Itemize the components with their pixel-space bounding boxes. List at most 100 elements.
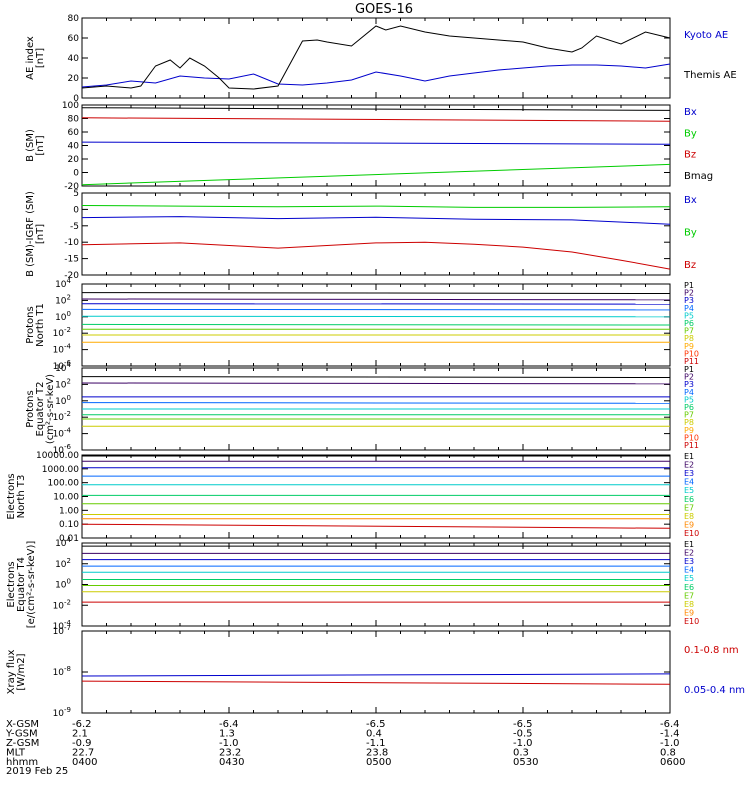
legend-label: E1 xyxy=(684,452,694,461)
legend-label: By xyxy=(684,227,697,238)
y-tick-label: 102 xyxy=(55,557,71,570)
legend-label: P8 xyxy=(684,418,694,427)
y-axis-label: [nT] xyxy=(35,135,46,155)
legend-label: Bz xyxy=(684,150,696,161)
legend-label: Bmag xyxy=(684,171,713,182)
axis-row-value: 23.8 xyxy=(366,748,388,759)
panel-electrons_t3: 0.01 0.10 1.00 10.00 100.00 1000.00 10000.00 El… xyxy=(6,451,699,544)
legend-label: E5 xyxy=(684,574,694,583)
y-tick-label: 0 xyxy=(73,205,79,215)
axis-row-value: 2.1 xyxy=(72,729,88,740)
legend-label: P4 xyxy=(684,388,694,397)
legend-label: P6 xyxy=(684,319,694,328)
y-tick-label: 102 xyxy=(55,293,71,306)
date-label: 2019 Feb 25 xyxy=(6,766,68,777)
axis-row-value: -6.5 xyxy=(513,719,533,730)
panel-b_igrf: -20 -15 -10 -5 0 5 B (SM)-IGRF (SM) [nT] Bx By Bz xyxy=(25,189,697,281)
legend-label: P5 xyxy=(684,395,694,404)
legend-label: E2 xyxy=(684,549,694,558)
series-line-bx xyxy=(81,141,671,145)
legend-label: By xyxy=(684,128,697,139)
legend-label: P11 xyxy=(684,357,699,366)
series-line-bx xyxy=(81,216,671,225)
axis-row-label: MLT xyxy=(6,748,26,759)
axis-row-value: 1.3 xyxy=(219,729,235,740)
y-tick-label: 80 xyxy=(68,115,80,125)
legend-label: P6 xyxy=(684,403,694,412)
y-tick-label: 0.10 xyxy=(59,520,79,530)
panel-frame xyxy=(81,17,671,99)
panel-frame xyxy=(81,542,671,627)
y-tick-label: 10-2 xyxy=(53,326,71,339)
series-line-by xyxy=(81,163,671,186)
legend-label: E4 xyxy=(684,566,694,575)
axis-row-value: -6.2 xyxy=(72,719,92,730)
legend-label: E9 xyxy=(684,608,694,617)
legend-label: P9 xyxy=(684,342,694,351)
panel-electrons_t4: 10-4 10-2 100 102 104 Electrons Equator T4 [e/(… xyxy=(6,536,699,632)
y-tick-label: 10-2 xyxy=(53,410,71,423)
series-line-p4 xyxy=(81,402,671,404)
axis-row-label: Z-GSM xyxy=(6,738,39,749)
panel-b_sm: -20 0 20 40 60 80 100 B (SM) [nT] Bx By Bz Bmag xyxy=(25,101,713,192)
legend-label: Bz xyxy=(684,260,696,271)
y-axis-label: [nT] xyxy=(35,224,46,244)
axis-row-value: 0430 xyxy=(219,757,244,768)
legend-label: E2 xyxy=(684,461,694,470)
series-line-by xyxy=(81,205,671,208)
series-line-p2 xyxy=(81,382,671,385)
series-line-kyoto-ae xyxy=(81,63,671,88)
legend-label: E5 xyxy=(684,486,694,495)
y-tick-label: 10-8 xyxy=(53,665,71,678)
panel-xray: 10-9 10-8 10-7 Xray flux [W/m2] 0.1-0.8 nm 0.0… xyxy=(6,624,745,719)
y-tick-label: -10 xyxy=(64,238,79,248)
legend-label: P2 xyxy=(684,289,694,298)
y-axis-label: Protons xyxy=(25,306,36,343)
series-line-bz xyxy=(81,241,671,270)
y-tick-label: 60 xyxy=(68,34,80,44)
legend-label: P3 xyxy=(684,380,694,389)
legend-label: P9 xyxy=(684,426,694,435)
legend-label: P10 xyxy=(684,433,699,442)
axis-row-value: 23.2 xyxy=(219,748,241,759)
series-line-p1 xyxy=(81,292,671,294)
axis-row-value: -6.4 xyxy=(660,719,680,730)
legend-label: P1 xyxy=(684,365,694,374)
y-tick-label: 104 xyxy=(55,361,71,374)
y-tick-label: 100 xyxy=(62,101,79,111)
axis-row-value: 0.4 xyxy=(366,729,382,740)
legend-label: E8 xyxy=(684,600,694,609)
y-tick-label: 102 xyxy=(55,377,71,390)
y-tick-label: 10.00 xyxy=(53,493,79,503)
series-line-e10 xyxy=(81,523,671,529)
legend-label: 0.1-0.8 nm xyxy=(684,645,739,656)
y-tick-label: 80 xyxy=(68,14,80,24)
y-tick-label: 10-4 xyxy=(53,427,72,440)
y-axis-label: B (SM)-IGRF (SM) xyxy=(25,191,36,277)
legend-label: E10 xyxy=(684,617,699,626)
legend-label: Bx xyxy=(684,107,697,118)
y-tick-label: 10-6 xyxy=(53,443,72,456)
y-axis-label: North T3 xyxy=(16,475,27,519)
axis-row-label: X-GSM xyxy=(6,719,39,730)
y-tick-label: -20 xyxy=(64,182,79,192)
y-tick-label: -15 xyxy=(64,255,79,265)
legend-label: E3 xyxy=(684,557,694,566)
axis-row-value: -1.1 xyxy=(366,738,386,749)
y-tick-label: 10-9 xyxy=(53,706,71,719)
axis-row-value: 0500 xyxy=(366,757,391,768)
y-tick-label: 10-2 xyxy=(53,598,71,611)
panel-ae: 0 20 40 60 80 AE index [nT] Kyoto AE Themis AE xyxy=(25,14,737,104)
axis-row-value: -1.4 xyxy=(660,729,680,740)
legend-label: E3 xyxy=(684,469,694,478)
legend-label: Themis AE xyxy=(683,70,737,81)
axis-row-value: -1.0 xyxy=(660,738,680,749)
legend-label: P7 xyxy=(684,411,694,420)
y-tick-label: 1000.00 xyxy=(42,465,79,475)
axis-row-value: -1.0 xyxy=(513,738,533,749)
series-line-p2 xyxy=(81,298,671,301)
plot-title: GOES-16 xyxy=(355,2,413,17)
y-axis-label: [e/(cm²-s-sr-keV)] xyxy=(26,541,37,629)
axis-row-value: -1.0 xyxy=(219,738,239,749)
legend-label: Kyoto AE xyxy=(684,30,728,41)
